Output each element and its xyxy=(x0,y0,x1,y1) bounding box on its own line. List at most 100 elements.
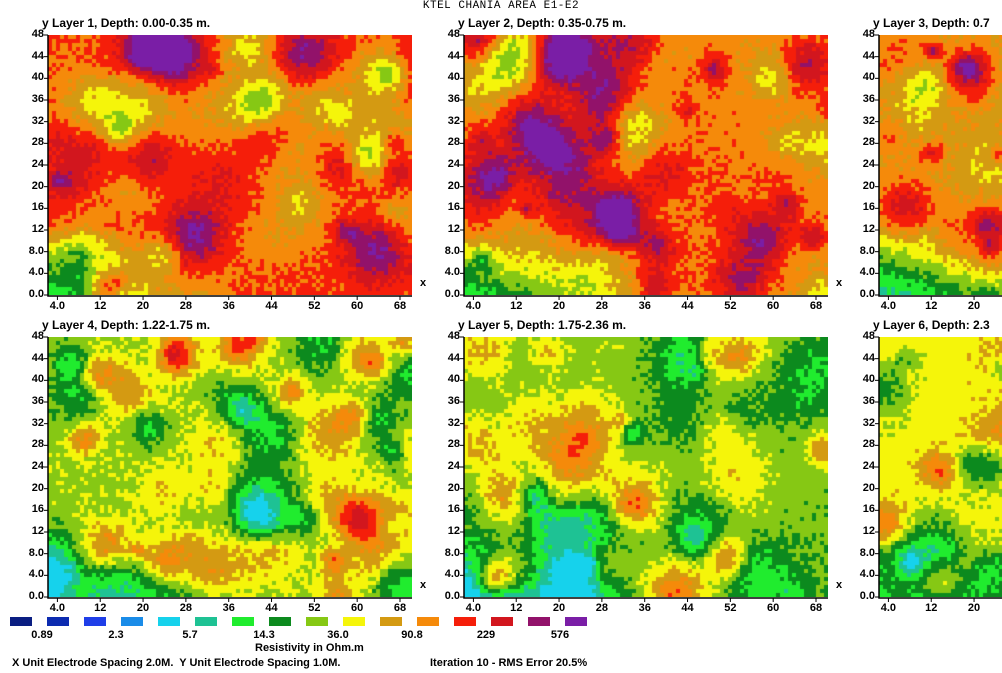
panel-title: y Layer 2, Depth: 0.35-0.75 m. xyxy=(458,16,627,30)
y-tick-label: 20 xyxy=(447,481,460,494)
y-tick-label: 4.0 xyxy=(444,266,460,279)
heatmap-plot xyxy=(48,337,412,597)
axis-frame xyxy=(875,34,1002,300)
y-tick-label: 36 xyxy=(31,395,44,407)
y-tick-label: 48 xyxy=(31,28,44,40)
y-tick-label: 44 xyxy=(31,49,44,62)
y-tick-label: 40 xyxy=(862,373,875,386)
y-tick-label: 48 xyxy=(31,330,44,342)
x-tick-label: 12 xyxy=(94,300,107,312)
x-tick-label: 52 xyxy=(724,300,737,312)
x-tick-label: 28 xyxy=(595,602,608,614)
y-tick-label: 4.0 xyxy=(28,568,44,581)
y-tick-label: 40 xyxy=(447,71,460,84)
y-tick-label: 16 xyxy=(862,201,875,214)
legend-value-label: 0.89 xyxy=(31,629,53,641)
legend-value-label: 90.8 xyxy=(401,629,423,641)
x-tick-label: 4.0 xyxy=(465,300,482,312)
legend-swatch xyxy=(269,617,291,626)
legend-swatch xyxy=(158,617,180,626)
y-tick-label: 4.0 xyxy=(859,266,875,279)
resistivity-heatmap xyxy=(464,35,828,295)
y-tick-label: 28 xyxy=(31,136,44,149)
y-tick-label: 24 xyxy=(862,158,875,170)
y-tick-label: 24 xyxy=(447,158,460,170)
y-tick-label: 4.0 xyxy=(444,568,460,581)
heatmap-plot xyxy=(464,337,828,597)
y-tick-label: 0.0 xyxy=(28,590,44,602)
y-tick-label: 8.0 xyxy=(444,546,460,559)
y-tick-label: 24 xyxy=(447,460,460,472)
legend-swatch xyxy=(417,617,439,626)
x-tick-label: 12 xyxy=(510,300,523,312)
legend-value-label: 5.7 xyxy=(182,629,198,641)
heatmap-plot xyxy=(48,35,412,295)
y-tick-label: 20 xyxy=(31,179,44,192)
panel-title: y Layer 6, Depth: 2.3 xyxy=(873,318,990,332)
y-tick-label: 48 xyxy=(447,330,460,342)
x-tick-label: 52 xyxy=(308,602,321,614)
y-tick-label: 20 xyxy=(862,179,875,192)
y-tick-label: 28 xyxy=(862,136,875,149)
legend-swatch xyxy=(343,617,365,626)
axis-frame xyxy=(460,34,828,300)
y-tick-label: 36 xyxy=(862,395,875,407)
y-tick-label: 32 xyxy=(862,114,875,127)
x-axis-label: x xyxy=(420,277,427,289)
x-tick-label: 44 xyxy=(681,300,694,312)
y-tick-label: 28 xyxy=(862,438,875,451)
axis-frame xyxy=(44,34,412,300)
x-tick-label: 28 xyxy=(595,300,608,312)
y-tick-label: 44 xyxy=(862,351,875,364)
legend-swatch xyxy=(232,617,254,626)
x-tick-label: 28 xyxy=(179,300,192,312)
chart-title: KTEL CHANIA AREA E1-E2 xyxy=(422,0,580,12)
y-tick-label: 12 xyxy=(447,223,460,235)
x-tick-label: 4.0 xyxy=(465,602,482,614)
legend-value-label: 2.3 xyxy=(108,629,124,641)
heatmap-plot xyxy=(464,35,828,295)
y-tick-label: 4.0 xyxy=(859,568,875,581)
y-tick-label: 28 xyxy=(447,438,460,451)
y-tick-label: 0.0 xyxy=(444,590,460,602)
y-tick-label: 36 xyxy=(447,395,460,407)
y-tick-label: 48 xyxy=(862,28,875,40)
legend-swatch xyxy=(454,617,476,626)
x-tick-label: 52 xyxy=(724,602,737,614)
x-tick-label: 20 xyxy=(967,300,981,312)
axis-lines xyxy=(47,337,412,599)
y-tick-label: 16 xyxy=(862,503,875,516)
legend-title: Resistivity in Ohm.m xyxy=(255,642,364,654)
axis-frame xyxy=(875,336,1002,602)
y-tick-label: 0.0 xyxy=(859,590,875,602)
legend-swatch xyxy=(380,617,402,626)
x-tick-label: 4.0 xyxy=(49,602,66,614)
resistivity-heatmap xyxy=(48,35,412,295)
y-tick-label: 8.0 xyxy=(859,244,875,257)
y-tick-label: 8.0 xyxy=(859,546,875,559)
heatmap-plot xyxy=(879,337,1002,597)
resistivity-heatmap xyxy=(464,337,828,597)
legend-value-label: 229 xyxy=(476,629,496,641)
y-tick-label: 12 xyxy=(31,525,44,537)
x-tick-label: 12 xyxy=(925,300,938,312)
axis-lines xyxy=(878,337,1002,599)
y-tick-label: 40 xyxy=(31,71,44,84)
y-tick-label: 20 xyxy=(862,481,875,494)
x-tick-label: 60 xyxy=(767,300,780,312)
legend-value-label: 36.0 xyxy=(327,629,349,641)
y-tick-label: 0.0 xyxy=(28,288,44,300)
axis-lines xyxy=(878,35,1002,297)
y-tick-label: 28 xyxy=(447,136,460,149)
y-tick-label: 12 xyxy=(862,223,875,235)
x-tick-label: 60 xyxy=(351,602,364,614)
legend-swatch xyxy=(306,617,328,626)
axis-lines xyxy=(463,337,828,599)
y-tick-label: 40 xyxy=(862,71,875,84)
axis-frame xyxy=(44,336,412,602)
x-tick-label: 28 xyxy=(179,602,192,614)
y-tick-label: 32 xyxy=(447,114,460,127)
y-tick-label: 28 xyxy=(31,438,44,451)
x-tick-label: 36 xyxy=(222,602,235,614)
y-tick-label: 36 xyxy=(447,93,460,105)
